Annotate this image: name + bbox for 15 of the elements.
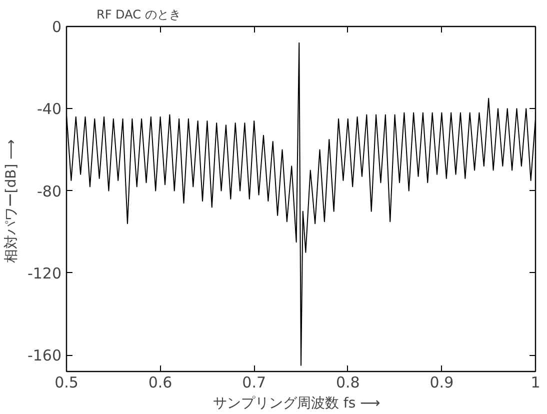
x-tick-label: 0.9 (430, 374, 454, 392)
chart-title: RF DAC のとき (96, 8, 181, 22)
y-tick-label: -120 (27, 264, 62, 282)
y-tick-label: -160 (27, 346, 62, 365)
x-tick-label: 0.8 (336, 374, 360, 392)
x-tick-label: 1 (530, 374, 540, 392)
line-series (66, 42, 536, 366)
x-tick-label: 0.7 (242, 374, 266, 392)
x-axis-title: サンプリング周波数 fs ⟶ (212, 396, 380, 412)
x-tick-label: 0.5 (54, 374, 78, 392)
y-tick-label: 0 (52, 18, 62, 36)
x-tick-label: 0.6 (148, 374, 172, 392)
y-axis-title: 相対パワー[dB] ⟶ (3, 139, 20, 264)
y-tick-label: -40 (37, 100, 62, 118)
y-tick-label: -80 (37, 182, 62, 200)
